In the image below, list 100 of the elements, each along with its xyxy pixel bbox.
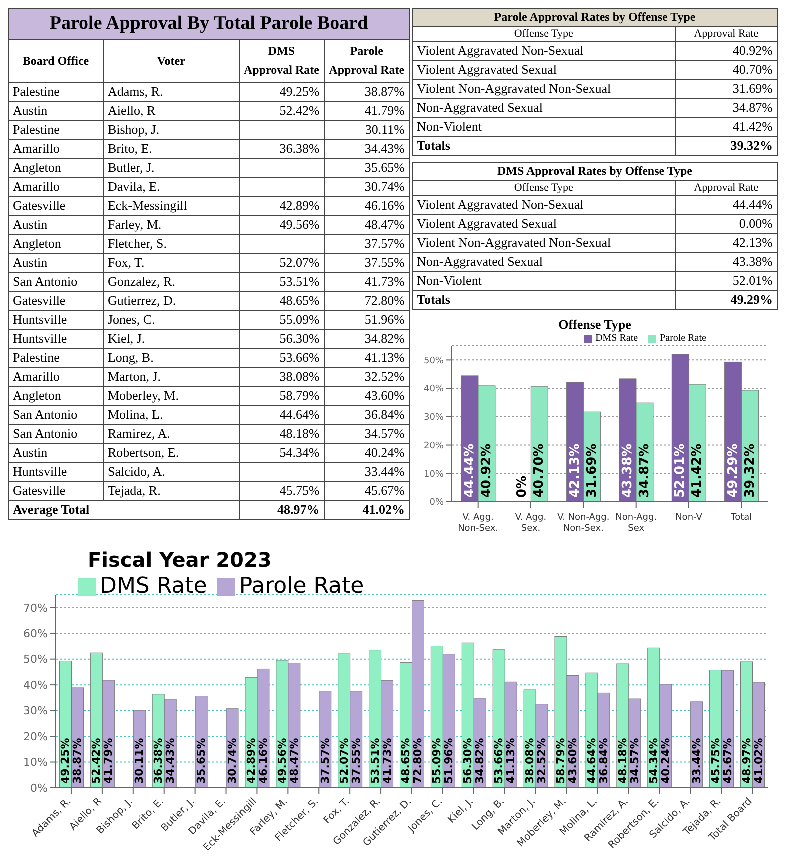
text: Totals (417, 138, 450, 153)
text: 34.87% (732, 100, 773, 115)
text: Amarillo (13, 141, 60, 156)
legend-label: Parole Rate (239, 574, 364, 599)
y-tick-label: 20% (424, 441, 444, 452)
text: Adams, R. (108, 84, 164, 99)
text: 51.96% (364, 312, 405, 327)
text: Huntsville (13, 312, 68, 327)
y-tick-label: 70% (24, 602, 48, 615)
data-label: 52.42% (90, 738, 104, 784)
y-tick-label: 0% (30, 782, 48, 795)
data-label: 38.87% (71, 738, 84, 784)
text: 56.30% (280, 331, 320, 346)
data-label: 55.09% (430, 738, 444, 784)
text: 38.87% (364, 84, 405, 99)
category-label: Approval Rate (675, 26, 778, 42)
category-label: Approval Rate (675, 180, 778, 196)
data-label: 34.82% (474, 738, 487, 784)
legend-label: Parole Rate (660, 333, 706, 344)
data-label: 31.69% (584, 444, 600, 498)
text: 30.11% (365, 122, 405, 137)
data-label: 51.96% (442, 738, 456, 784)
data-label: 34.57% (628, 738, 642, 784)
text: 49.25% (280, 84, 320, 99)
text: Fletcher, S. (108, 236, 168, 251)
x-tick-label: V. Non-Agg. Non-Sex. (558, 513, 610, 534)
data-label: 33.44% (690, 738, 704, 784)
data-label: 49.56% (276, 738, 289, 784)
text: Non-Violent (417, 273, 482, 288)
x-tick-label: Non-Agg. Sex (616, 513, 658, 534)
text: 36.38% (280, 141, 320, 156)
text: 52.07% (280, 255, 320, 270)
text: 41.02% (362, 502, 405, 517)
data-label: 41.02% (752, 738, 766, 784)
text: 37.55% (364, 255, 405, 270)
data-label: 39.32% (742, 444, 758, 498)
data-label: 40.70% (532, 444, 548, 498)
text: 45.75% (280, 483, 320, 498)
text: 34.43% (364, 141, 405, 156)
text: 44.64% (280, 407, 320, 422)
text: Austin (13, 103, 48, 118)
y-tick-label: 30% (24, 704, 48, 718)
text: Non-Violent (417, 119, 482, 134)
data-label: 41.13% (504, 738, 518, 784)
text: Violent Aggravated Sexual (417, 216, 558, 231)
text: Gonzalez, R. (108, 274, 176, 289)
text: 41.13% (364, 350, 405, 365)
data-label: 53.66% (492, 738, 506, 784)
y-tick-label: 10% (424, 470, 444, 480)
legend-label: DMS Rate (100, 574, 208, 599)
y-tick-label: 50% (424, 356, 444, 366)
text: Kiel, J. (108, 331, 146, 346)
data-label: 32.52% (536, 738, 549, 784)
text: Angleton (13, 236, 62, 251)
text: 72.80% (364, 293, 405, 308)
text: 32.52% (364, 369, 405, 384)
data-label: 37.57% (318, 738, 332, 784)
text: 58.79% (280, 388, 320, 403)
text: San Antonio (13, 426, 78, 441)
text: 40.92% (732, 43, 773, 58)
text: 43.60% (364, 388, 405, 403)
text: 53.51% (280, 274, 320, 289)
text: 48.18% (280, 426, 320, 441)
data-label: 48.18% (616, 738, 630, 784)
y-tick-label: 20% (24, 730, 48, 744)
data-label: 48.97% (740, 738, 754, 784)
text: 46.16% (364, 198, 405, 213)
data-label: 52.01% (673, 444, 688, 498)
text: 41.79% (364, 103, 405, 118)
legend-label: DMS Rate (596, 333, 638, 344)
text: Robertson, E. (108, 445, 180, 460)
text: 36.84% (364, 407, 405, 422)
text: Ramirez, A. (108, 426, 170, 441)
text: Violent Non-Aggravated Non-Sexual (417, 235, 612, 250)
text: Violent Aggravated Non-Sexual (417, 43, 584, 58)
text: Huntsville (13, 331, 68, 346)
data-label: 42.13% (568, 444, 583, 498)
text: 45.67% (364, 483, 405, 498)
data-label: 41.73% (380, 738, 394, 784)
data-label: 41.42% (690, 444, 706, 498)
chart-title: Fiscal Year 2023 (88, 548, 272, 572)
category-label: Board Office (8, 40, 104, 82)
data-label: 0% (515, 476, 530, 498)
data-label: 56.30% (462, 738, 475, 784)
y-tick-label: 50% (24, 653, 48, 666)
y-tick-label: 30% (424, 413, 444, 424)
y-tick-label: 40% (424, 384, 444, 395)
data-label: 37.55% (350, 738, 363, 784)
data-label: 34.43% (164, 738, 178, 784)
text: 55.09% (280, 312, 320, 327)
data-label: 49.25% (59, 738, 72, 784)
category-label: Offense Type (412, 26, 676, 42)
category-label: DMS Approval Rate (239, 40, 324, 82)
data-label: 43.38% (620, 444, 636, 498)
data-label: 45.75% (709, 738, 722, 784)
x-tick-label: V. Agg. Non-Sex. (458, 513, 499, 534)
text: 31.69% (732, 81, 773, 96)
text: Parole Approval Rates by Offense Type (412, 8, 778, 26)
text: 53.66% (280, 350, 320, 365)
text: Huntsville (13, 464, 68, 479)
